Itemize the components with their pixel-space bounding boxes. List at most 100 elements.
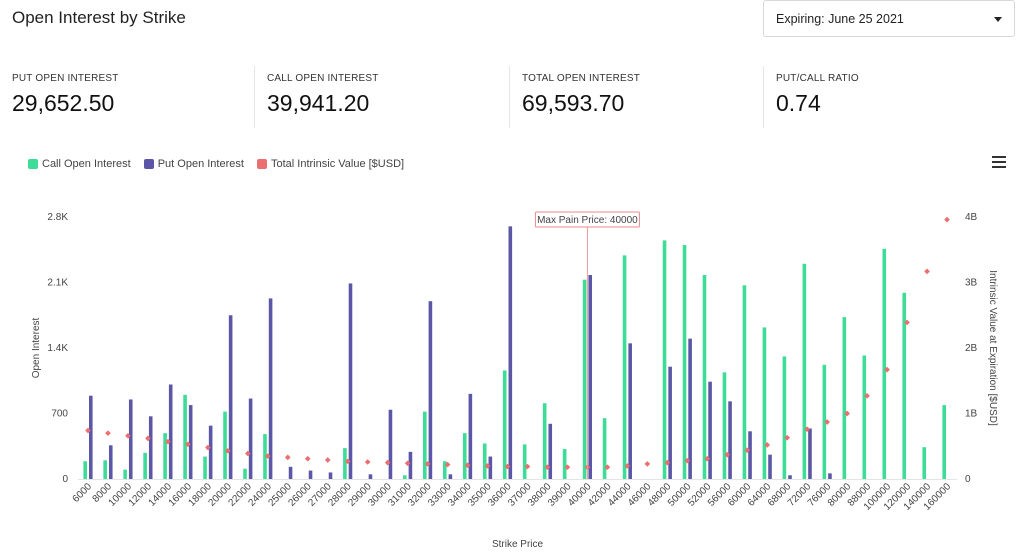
page-title: Open Interest by Strike xyxy=(12,8,186,27)
stat-value: 0.74 xyxy=(776,90,821,116)
intrinsic-value-point xyxy=(504,463,511,470)
stat-label: TOTAL OPEN INTEREST xyxy=(522,73,641,84)
intrinsic-value-point xyxy=(684,457,691,464)
put-oi-bar xyxy=(708,381,712,479)
intrinsic-value-point xyxy=(624,463,631,469)
intrinsic-value-point xyxy=(105,430,111,436)
call-oi-bar xyxy=(343,448,347,479)
put-oi-bar xyxy=(328,472,333,479)
put-oi-bar xyxy=(588,275,593,479)
intrinsic-value-point xyxy=(444,461,451,468)
intrinsic-value-point xyxy=(544,464,551,471)
y2-tick-label: 4B xyxy=(965,212,978,223)
call-oi-bar xyxy=(822,364,827,479)
legend-label: Total Intrinsic Value [$USD] xyxy=(271,158,405,170)
call-oi-bar xyxy=(862,355,867,479)
put-oi-bar xyxy=(208,425,213,479)
hamburger-menu-icon[interactable] xyxy=(992,156,1006,168)
y2-axis-title: Intrinsic Value at Expiration [$USD] xyxy=(987,270,998,426)
expiry-dropdown[interactable]: Expiring: June 25 2021 xyxy=(763,0,1015,37)
put-oi-bar xyxy=(748,431,752,479)
legend-swatch xyxy=(143,159,154,169)
intrinsic-value-point xyxy=(85,427,91,434)
call-oi-bar xyxy=(482,443,487,479)
max-pain-label-box xyxy=(534,211,640,228)
legend-item-intrinsic[interactable]: Total Intrinsic Value [$USD] xyxy=(257,158,404,170)
call-oi-bar xyxy=(902,292,907,479)
intrinsic-value-point xyxy=(205,444,211,451)
y-tick-label: 2.8K xyxy=(47,212,68,223)
put-oi-bar xyxy=(348,283,353,479)
y-tick-label: 700 xyxy=(51,409,68,420)
intrinsic-value-point xyxy=(924,268,930,275)
stat-put-call-ratio: PUT/CALL RATIO 0.74 xyxy=(763,66,1013,128)
call-oi-bar xyxy=(682,245,687,479)
intrinsic-value-point xyxy=(185,441,191,448)
put-oi-bar xyxy=(148,416,153,479)
call-oi-bar xyxy=(183,394,187,479)
intrinsic-value-point xyxy=(704,455,711,462)
call-oi-bar xyxy=(662,240,667,479)
intrinsic-value-point xyxy=(145,435,151,442)
max-pain-label: Max Pain Price: 40000 xyxy=(537,215,638,226)
intrinsic-value-point xyxy=(944,216,950,223)
intrinsic-value-point xyxy=(784,434,791,441)
intrinsic-value-point xyxy=(804,426,810,433)
y-tick-label: 1.4K xyxy=(47,343,68,354)
stat-put-oi: PUT OPEN INTEREST 29,652.50 xyxy=(0,66,250,128)
stats-row: PUT OPEN INTEREST 29,652.50 CALL OPEN IN… xyxy=(0,66,1024,128)
put-oi-bar xyxy=(168,384,173,479)
call-oi-bar xyxy=(562,449,567,479)
call-oi-bar xyxy=(842,317,847,479)
chart-legend: Call Open Interest Put Open Interest Tot… xyxy=(28,158,414,172)
call-oi-bar xyxy=(762,327,767,479)
intrinsic-value-point xyxy=(484,463,491,469)
intrinsic-value-point xyxy=(664,459,671,466)
stat-call-oi: CALL OPEN INTEREST 39,941.20 xyxy=(254,66,504,128)
call-oi-bar xyxy=(922,447,927,479)
call-oi-bar xyxy=(522,444,527,479)
legend-label: Call Open Interest xyxy=(42,158,131,170)
legend-swatch xyxy=(257,159,267,169)
call-oi-bar xyxy=(103,460,107,479)
put-oi-bar xyxy=(668,366,672,479)
intrinsic-value-point xyxy=(744,447,751,454)
intrinsic-value-point xyxy=(464,462,471,469)
intrinsic-value-point xyxy=(824,419,830,425)
call-oi-bar xyxy=(83,461,87,479)
call-oi-bar xyxy=(223,411,227,479)
intrinsic-value-point xyxy=(644,461,651,467)
intrinsic-value-point xyxy=(284,454,291,461)
call-oi-bar xyxy=(782,356,787,479)
intrinsic-value-point xyxy=(904,319,910,326)
put-oi-bar xyxy=(388,409,393,479)
y2-tick-label: 0 xyxy=(965,474,971,485)
legend-item-put[interactable]: Put Open Interest xyxy=(143,158,244,170)
intrinsic-value-point xyxy=(304,455,311,462)
call-oi-bar xyxy=(163,433,167,479)
legend-label: Put Open Interest xyxy=(157,158,244,170)
y2-tick-label: 2B xyxy=(965,343,978,354)
intrinsic-value-point xyxy=(424,461,431,467)
intrinsic-value-point xyxy=(384,459,391,466)
put-oi-bar xyxy=(248,398,253,479)
y2-tick-label: 1B xyxy=(965,409,978,420)
y2-tick-label: 3B xyxy=(965,278,978,289)
put-oi-bar xyxy=(188,405,193,479)
x-tick-label: 6000 xyxy=(71,481,95,505)
intrinsic-value-point xyxy=(165,438,171,445)
call-oi-bar xyxy=(263,434,267,479)
intrinsic-value-point xyxy=(764,442,771,448)
intrinsic-value-point xyxy=(844,410,850,417)
put-oi-bar xyxy=(88,395,93,479)
y-axis-title: Open Interest xyxy=(31,317,42,378)
call-oi-bar xyxy=(462,433,467,479)
put-oi-bar xyxy=(408,451,413,479)
legend-item-call[interactable]: Call Open Interest xyxy=(28,158,131,170)
y-tick-label: 2.1K xyxy=(47,278,68,289)
intrinsic-value-point xyxy=(564,464,571,471)
call-oi-bar xyxy=(722,372,727,479)
intrinsic-value-point xyxy=(344,458,351,465)
call-oi-bar xyxy=(423,411,427,479)
intrinsic-value-point xyxy=(604,464,611,471)
